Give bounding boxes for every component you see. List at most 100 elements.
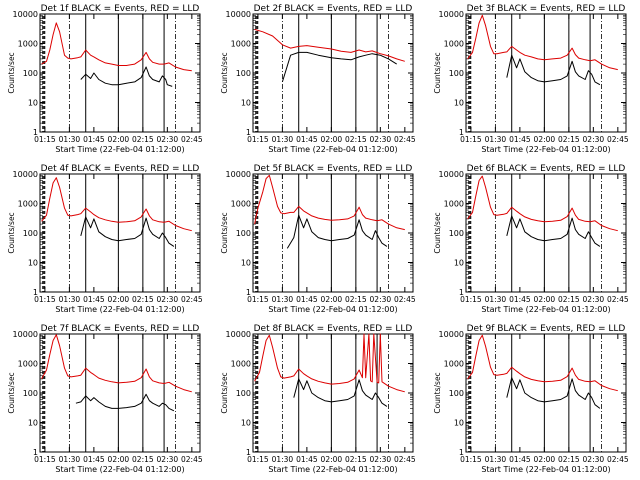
plot-frame <box>39 13 201 133</box>
y-axis-label: Counts/sec <box>220 372 229 413</box>
x-tick-label: 01:30 <box>485 455 507 464</box>
x-tick-label: 02:15 <box>132 295 154 304</box>
y-tick-label: 10 <box>28 419 38 428</box>
y-tick-label: 100 <box>449 69 464 78</box>
y-tick-label: 10000 <box>226 10 251 19</box>
plot-frame <box>252 13 414 133</box>
x-tick-label: 02:30 <box>157 455 179 464</box>
y-tick-label: 1000 <box>231 360 251 369</box>
y-tick-label: 1000 <box>444 360 464 369</box>
y-tick-label: 1000 <box>231 200 251 209</box>
x-tick-label: 02:00 <box>321 135 343 144</box>
panel-9: Det 9f BLACK = Events, RED = LLD 1 10 100 10… <box>433 324 629 474</box>
x-tick-label: 02:45 <box>181 295 203 304</box>
x-tick-label: 02:15 <box>132 455 154 464</box>
series-lld-line <box>41 22 192 72</box>
plot-frame <box>252 333 414 453</box>
x-axis-label: Start Time (22-Feb-04 01:12:00) <box>481 305 610 314</box>
x-axis-label: Start Time (22-Feb-04 01:12:00) <box>481 145 610 154</box>
x-tick-label: 01:15 <box>460 295 482 304</box>
x-tick-label: 02:45 <box>394 135 416 144</box>
y-tick-label: 1000 <box>18 40 38 49</box>
series-lld-line <box>254 174 405 231</box>
y-axis-label: Counts/sec <box>433 212 442 253</box>
panel-title: Det 7f BLACK = Events, RED = LLD <box>41 324 200 334</box>
y-tick-label: 1000 <box>444 200 464 209</box>
x-axis-label: Start Time (22-Feb-04 01:12:00) <box>481 465 610 474</box>
y-tick-label: 1000 <box>18 360 38 369</box>
x-tick-label: 01:30 <box>59 135 81 144</box>
x-tick-label: 02:15 <box>558 455 580 464</box>
y-tick-label: 100 <box>236 389 251 398</box>
y-tick-label: 10000 <box>439 330 464 339</box>
y-axis-label: Counts/sec <box>220 212 229 253</box>
y-axis-label: Counts/sec <box>433 52 442 93</box>
plot-frame <box>39 173 201 293</box>
series-lld-line <box>41 177 192 232</box>
y-axis-label: Counts/sec <box>220 52 229 93</box>
y-tick-label: 1 <box>246 288 251 297</box>
x-tick-label: 01:15 <box>34 455 56 464</box>
y-tick-label: 10 <box>28 259 38 268</box>
y-tick-label: 10 <box>454 419 464 428</box>
x-tick-label: 01:30 <box>485 135 507 144</box>
plot-frame <box>39 333 201 453</box>
x-tick-label: 02:30 <box>583 455 605 464</box>
panel-title: Det 2f BLACK = Events, RED = LLD <box>254 4 413 14</box>
y-axis-label: Counts/sec <box>433 372 442 413</box>
x-tick-label: 01:15 <box>247 295 269 304</box>
series-lld-line <box>467 175 618 232</box>
series-events-line <box>506 215 601 247</box>
x-axis-label: Start Time (22-Feb-04 01:12:00) <box>268 305 397 314</box>
x-tick-label: 02:00 <box>534 295 556 304</box>
y-tick-label: 100 <box>236 69 251 78</box>
x-tick-label: 01:30 <box>272 295 294 304</box>
series-lld-line <box>467 334 618 392</box>
y-tick-label: 10000 <box>13 10 38 19</box>
y-tick-label: 1 <box>33 448 38 457</box>
plot-frame <box>465 333 627 453</box>
x-tick-label: 01:15 <box>460 455 482 464</box>
x-tick-label: 02:30 <box>370 295 392 304</box>
x-tick-label: 02:15 <box>132 135 154 144</box>
x-tick-label: 02:30 <box>583 295 605 304</box>
y-tick-label: 10 <box>241 419 251 428</box>
x-tick-label: 01:45 <box>509 455 531 464</box>
x-tick-label: 01:45 <box>83 295 105 304</box>
x-tick-label: 02:15 <box>558 295 580 304</box>
panel-title: Det 5f BLACK = Events, RED = LLD <box>254 164 413 174</box>
y-tick-label: 10 <box>241 99 251 108</box>
x-tick-label: 02:00 <box>534 455 556 464</box>
x-tick-label: 02:45 <box>181 455 203 464</box>
panel-title: Det 4f BLACK = Events, RED = LLD <box>41 164 200 174</box>
y-tick-label: 100 <box>236 229 251 238</box>
y-tick-label: 100 <box>23 229 38 238</box>
plot-frame <box>252 173 414 293</box>
x-tick-label: 01:15 <box>460 135 482 144</box>
x-tick-label: 01:30 <box>59 455 81 464</box>
y-tick-label: 10000 <box>439 10 464 19</box>
y-tick-label: 10 <box>241 259 251 268</box>
x-tick-label: 01:15 <box>34 135 56 144</box>
x-tick-label: 02:00 <box>108 295 130 304</box>
y-axis-label: Counts/sec <box>7 52 16 93</box>
y-tick-label: 1000 <box>231 40 251 49</box>
y-tick-label: 100 <box>449 389 464 398</box>
panel-8: Det 8f BLACK = Events, RED = LLD 1 10 100 10… <box>220 324 416 474</box>
x-tick-label: 02:00 <box>108 455 130 464</box>
y-tick-label: 1000 <box>18 200 38 209</box>
plot-frame <box>465 13 627 133</box>
x-tick-label: 02:45 <box>607 135 629 144</box>
x-tick-label: 01:15 <box>247 135 269 144</box>
y-tick-label: 1 <box>459 288 464 297</box>
panel-title: Det 1f BLACK = Events, RED = LLD <box>41 4 200 14</box>
series-events-line <box>293 378 388 407</box>
y-tick-label: 10000 <box>226 170 251 179</box>
series-lld-line <box>254 333 405 393</box>
x-tick-label: 01:45 <box>296 135 318 144</box>
x-tick-label: 02:30 <box>370 135 392 144</box>
y-tick-label: 100 <box>23 69 38 78</box>
series-events-line <box>281 51 397 83</box>
y-tick-label: 1 <box>33 288 38 297</box>
x-tick-label: 01:30 <box>272 135 294 144</box>
